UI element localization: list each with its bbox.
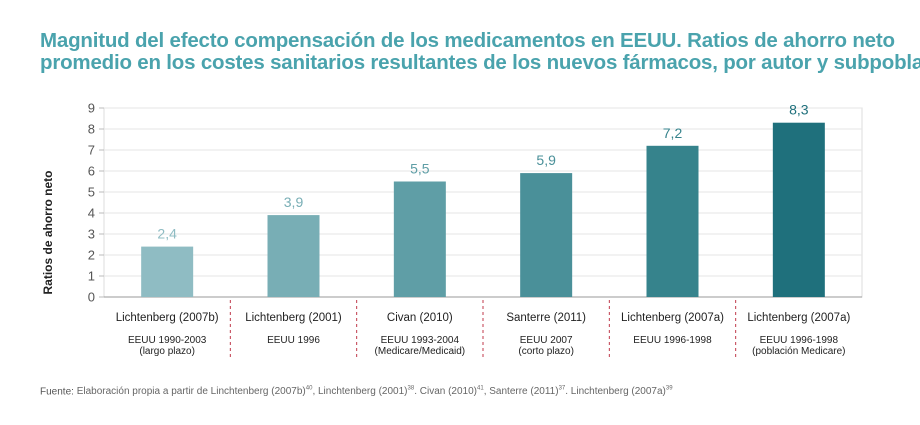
source-part: . Linchtenberg (2007a) [565, 386, 666, 398]
category-subpopulation-label: (población Medicare) [752, 346, 845, 357]
source-part: . Civan (2010) [414, 386, 478, 398]
category-subpopulation-label: EEUU 1996-1998 [760, 335, 839, 346]
category-subpopulation-label: (largo plazo) [139, 346, 195, 357]
source-note: Fuente: Elaboración propia a partir de L… [40, 386, 673, 397]
category-subpopulation-label: EEUU 1996 [267, 335, 320, 346]
bar [772, 122, 825, 297]
category-author-label: Civan (2010) [387, 312, 453, 324]
y-tick-label: 3 [88, 227, 95, 242]
bar-value-label: 8,3 [789, 102, 809, 118]
plot-frame [103, 107, 863, 298]
title-line-1: Magnitud del efecto compensación de los … [40, 29, 895, 52]
source-ref: 39 [665, 386, 673, 392]
title-line-2: promedio en los costes sanitarios result… [40, 51, 920, 74]
y-tick-label: 5 [88, 185, 95, 200]
chart-title: Magnitud del efecto compensación de los … [40, 29, 920, 74]
category-author-label: Lichtenberg (2007a) [621, 312, 724, 324]
source-text: Elaboración propia a partir de Linchtenb… [74, 386, 673, 397]
source-part: , Santerre (2011) [483, 386, 559, 398]
bar [646, 145, 699, 297]
y-axis-label: Ratios de ahorro neto [41, 170, 55, 294]
bar [520, 173, 573, 297]
y-tick-label: 9 [88, 101, 95, 116]
category-author-label: Santerre (2011) [506, 312, 586, 324]
category-subpopulation-label: (Medicare/Medicaid) [375, 346, 466, 357]
y-tick-label: 4 [88, 206, 95, 221]
source-part: Elaboración propia a partir de Linchtenb… [73, 386, 306, 398]
y-tick-label: 0 [88, 290, 95, 305]
bar-value-label: 2,4 [157, 226, 177, 242]
bar [267, 215, 320, 297]
bar [393, 181, 446, 297]
category-subpopulation-label: EEUU 2007 [520, 335, 573, 346]
y-tick-label: 2 [88, 248, 95, 263]
category-author-label: Lichtenberg (2001) [245, 312, 342, 324]
category-subpopulation-label: EEUU 1990-2003 [128, 335, 207, 346]
source-ref: 37 [558, 386, 566, 392]
category-subpopulation-label: EEUU 1993-2004 [381, 335, 460, 346]
source-ref: 40 [305, 386, 313, 392]
y-tick-label: 6 [88, 164, 95, 179]
category-subpopulation-label: (corto plazo) [518, 346, 574, 357]
category-subpopulation-label: EEUU 1996-1998 [633, 335, 712, 346]
bar [141, 246, 194, 297]
bar-value-label: 3,9 [284, 194, 304, 210]
bar-value-label: 5,9 [536, 152, 556, 168]
source-part: , Linchtenberg (2001) [312, 386, 408, 398]
category-author-label: Lichtenberg (2007b) [116, 312, 219, 324]
source-ref: 38 [407, 386, 415, 392]
category-author-label: Lichtenberg (2007a) [747, 312, 850, 324]
source-label: Fuente: [40, 386, 74, 398]
y-tick-label: 8 [88, 122, 95, 137]
bar-value-label: 7,2 [663, 125, 683, 141]
y-tick-label: 7 [88, 143, 95, 158]
bar-value-label: 5,5 [410, 161, 430, 177]
y-tick-label: 1 [88, 269, 95, 284]
source-ref: 41 [477, 386, 484, 392]
